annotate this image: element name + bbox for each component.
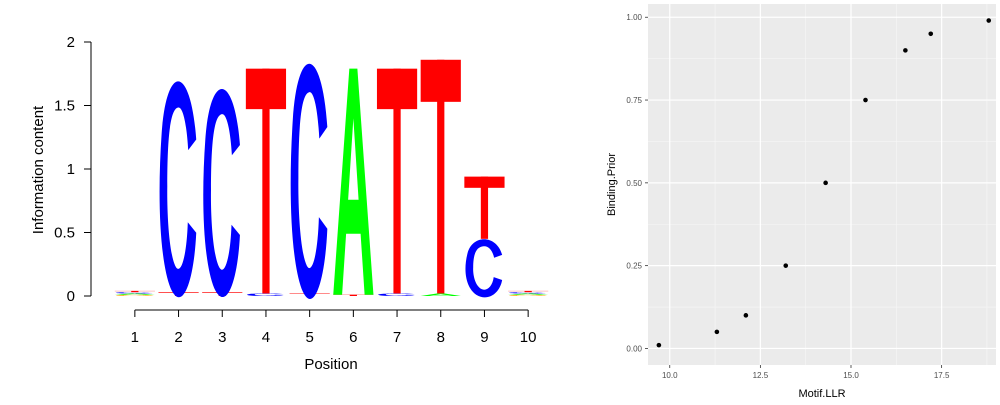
scatter-x-tick-label: 17.5	[934, 371, 950, 380]
sequence-logo-svg: Information content Position 0 0.5 1 1.5 2 1 2…	[0, 0, 560, 400]
scatter-svg: 0.00 0.25 0.50 0.75 1.00 10.0 12.5 15.0 17.5 Bind…	[560, 0, 1000, 400]
logo-x-tick-label: 3	[218, 329, 226, 346]
logo-letter-T	[508, 291, 548, 292]
logo-letter-T	[333, 295, 373, 296]
logo-ylabel: Information content	[30, 105, 47, 234]
logo-letter-A	[115, 293, 155, 294]
scatter-x-tick-label: 12.5	[753, 371, 769, 380]
logo-letter-A	[333, 69, 373, 295]
scatter-x-tick-label: 15.0	[843, 371, 859, 380]
scatter-y-tick-label: 0.00	[626, 344, 642, 353]
scatter-point	[715, 330, 720, 335]
logo-x-tick-label: 7	[393, 329, 401, 346]
logo-letter-C	[378, 293, 415, 296]
logo-letter-G	[509, 295, 546, 296]
logo-x-tick-label: 2	[174, 329, 182, 346]
logo-xlabel: Position	[304, 356, 357, 373]
scatter-y-tick-label: 0.50	[626, 179, 642, 188]
scatter-y-tick-label: 0.25	[626, 262, 642, 271]
logo-x-tick-label: 8	[437, 329, 445, 346]
scatter-point	[928, 32, 933, 37]
logo-letter-T	[246, 69, 286, 294]
logo-letter-T	[421, 60, 461, 294]
scatter-point	[744, 313, 749, 318]
scatter-point	[986, 18, 991, 23]
logo-x-tick-label: 1	[131, 329, 139, 346]
logo-y-tick-label: 0	[67, 288, 75, 305]
logo-letter-C	[247, 293, 284, 296]
logo-letter-A	[421, 293, 461, 296]
logo-y-tick-label: 1.5	[54, 98, 75, 115]
logo-x-tick-label: 10	[520, 329, 537, 346]
logo-y-tick-label: 2	[67, 34, 75, 51]
logo-letter-C	[465, 239, 502, 297]
scatter-y-tick-label: 1.00	[626, 13, 642, 22]
scatter-point	[783, 263, 788, 268]
logo-x-tick-label: 6	[349, 329, 357, 346]
scatter-chart: 0.00 0.25 0.50 0.75 1.00 10.0 12.5 15.0 17.5 Bind…	[560, 0, 1000, 400]
scatter-ylabel: Binding.Prior	[606, 153, 618, 216]
scatter-point	[903, 48, 908, 53]
logo-letter-C	[160, 81, 197, 297]
scatter-y-tick-label: 0.75	[626, 96, 642, 105]
logo-x-tick-label: 9	[480, 329, 488, 346]
scatter-point	[657, 343, 662, 348]
logo-letter-A	[508, 293, 548, 294]
scatter-point	[823, 181, 828, 186]
scatter-xlabel: Motif.LLR	[798, 388, 845, 400]
scatter-x-tick-label: 10.0	[662, 371, 678, 380]
logo-letter-C	[203, 89, 240, 297]
logo-x-tick-label: 4	[262, 329, 270, 346]
logo-x-tick-label: 5	[305, 329, 313, 346]
logo-letter-C	[291, 64, 328, 299]
logo-letter-C	[509, 292, 546, 293]
logo-y-tick-label: 0.5	[54, 225, 75, 242]
scatter-point	[863, 98, 868, 103]
logo-letter-T	[464, 177, 504, 239]
sequence-logo-chart: Information content Position 0 0.5 1 1.5 2 1 2…	[0, 0, 560, 400]
logo-letter-T	[377, 69, 417, 294]
scatter-panel-background	[648, 4, 996, 365]
logo-letter-G	[116, 295, 153, 296]
logo-letter-C	[116, 292, 153, 293]
logo-letter-T	[115, 291, 155, 292]
logo-y-tick-label: 1	[67, 161, 75, 178]
